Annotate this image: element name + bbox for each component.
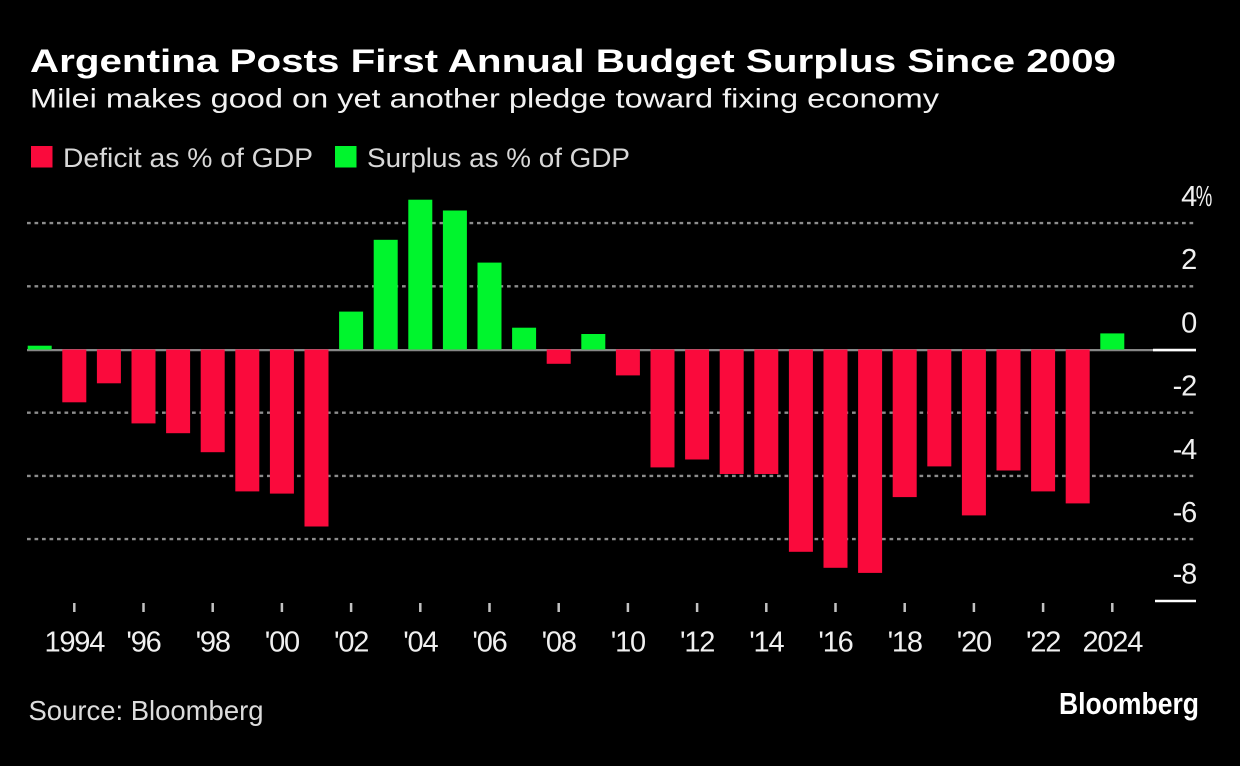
svg-text:Deficit as % of GDP: Deficit as % of GDP (63, 143, 313, 173)
svg-text:'22: '22 (1026, 627, 1060, 659)
svg-text:'18: '18 (888, 627, 922, 659)
svg-text:-4: -4 (1173, 434, 1197, 466)
svg-text:'12: '12 (680, 627, 714, 659)
svg-text:-8: -8 (1173, 559, 1196, 591)
svg-text:Milei makes good on yet anothe: Milei makes good on yet another pledge t… (30, 84, 940, 114)
svg-text:'14: '14 (749, 627, 784, 659)
svg-text:2024: 2024 (1082, 627, 1143, 659)
svg-text:0: 0 (1181, 307, 1196, 339)
svg-text:4: 4 (1181, 181, 1197, 213)
svg-text:'98: '98 (196, 627, 230, 659)
svg-text:Bloomberg: Bloomberg (1059, 686, 1199, 721)
svg-text:'04: '04 (403, 627, 438, 659)
svg-text:Source: Bloomberg: Source: Bloomberg (29, 695, 264, 726)
svg-text:2: 2 (1181, 244, 1196, 276)
svg-text:-6: -6 (1173, 497, 1196, 529)
svg-text:'02: '02 (334, 627, 368, 659)
svg-text:%: % (1196, 181, 1212, 213)
svg-text:'06: '06 (472, 627, 506, 659)
svg-text:Argentina Posts First Annual B: Argentina Posts First Annual Budget Surp… (30, 43, 1116, 79)
svg-text:'20: '20 (957, 627, 991, 659)
svg-text:'96: '96 (126, 627, 160, 659)
svg-text:'08: '08 (542, 627, 576, 659)
svg-text:1994: 1994 (44, 627, 105, 659)
svg-text:Surplus as % of GDP: Surplus as % of GDP (367, 143, 630, 173)
svg-text:'16: '16 (818, 627, 852, 659)
svg-text:'00: '00 (265, 627, 299, 659)
svg-text:'10: '10 (611, 627, 645, 659)
svg-text:-2: -2 (1173, 371, 1196, 403)
